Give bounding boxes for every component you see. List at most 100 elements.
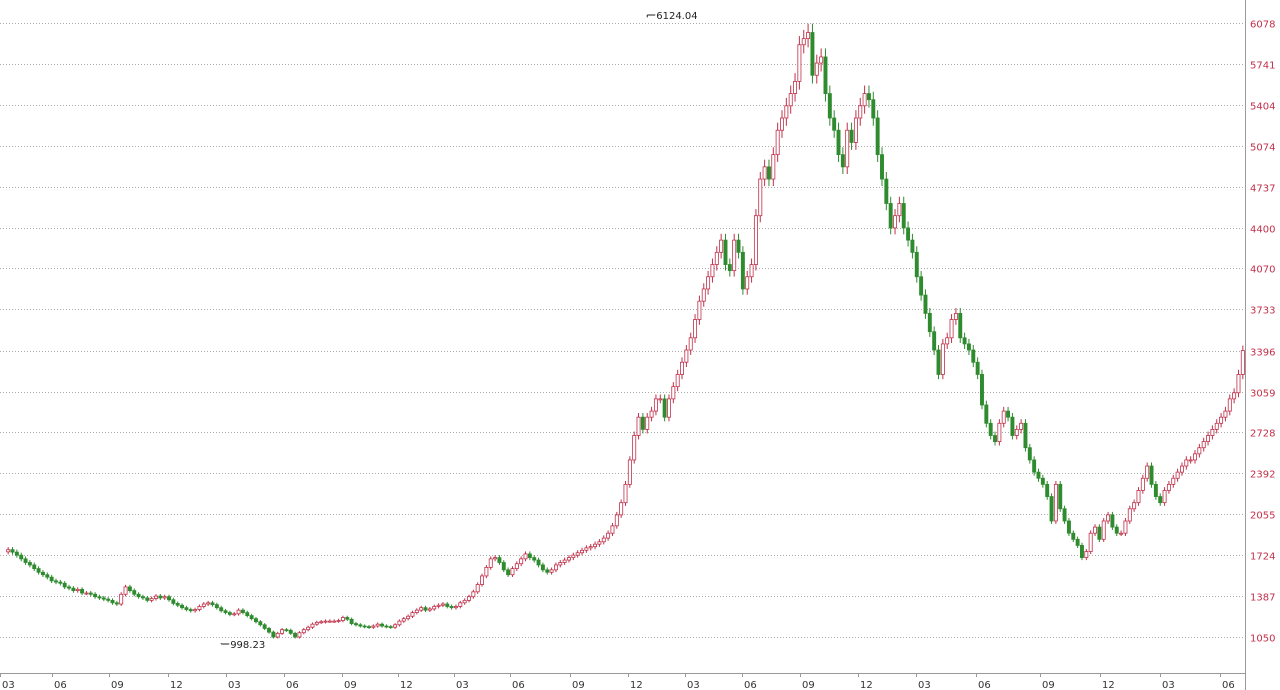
candle-up	[649, 410, 654, 418]
candle-down	[910, 239, 915, 253]
candle-down	[1045, 483, 1050, 497]
x-tick-label: 06	[1222, 680, 1235, 690]
candle-up	[1197, 447, 1202, 455]
candle-down	[93, 593, 98, 598]
candle-down	[1032, 459, 1037, 473]
candle-down	[975, 361, 980, 375]
candle-up	[997, 422, 1002, 443]
candle-down	[132, 590, 137, 595]
candle-up	[514, 563, 519, 570]
candles	[6, 23, 1245, 639]
candle-down	[423, 607, 428, 611]
candle-down	[227, 612, 232, 615]
candle-up	[523, 553, 528, 560]
candle-down	[832, 117, 837, 131]
candle-down	[849, 129, 854, 143]
candle-up	[680, 361, 684, 375]
candle-up	[636, 416, 641, 436]
candle-down	[901, 203, 906, 229]
candle-up	[1093, 526, 1097, 534]
candle-up	[710, 264, 715, 278]
y-tick-label: 4737	[1250, 184, 1275, 195]
candle-down	[1158, 496, 1163, 504]
candle-up	[753, 215, 758, 265]
candle-down	[958, 312, 963, 339]
candle-up	[862, 93, 867, 107]
candle-up	[1232, 392, 1237, 400]
candle-up	[749, 264, 754, 278]
candle-down	[127, 586, 132, 591]
candle-up	[1175, 471, 1180, 479]
candle-down	[980, 374, 984, 406]
candle-up	[858, 105, 863, 119]
candle-up	[1188, 459, 1193, 462]
candle-up	[1210, 429, 1215, 436]
candle-down	[353, 623, 358, 626]
candle-up	[1145, 465, 1150, 479]
candle-down	[167, 596, 171, 601]
candle-down	[249, 615, 254, 620]
candle-down	[527, 553, 532, 559]
candle-up	[510, 568, 515, 576]
candle-up	[780, 117, 784, 131]
candle-down	[284, 629, 289, 632]
candle-up	[332, 620, 337, 623]
candle-down	[271, 631, 276, 638]
x-tick-label: 09	[344, 680, 357, 690]
x-tick-label: 12	[170, 680, 183, 690]
candle-down	[936, 349, 941, 375]
candle-down	[497, 557, 502, 563]
candle-down	[362, 625, 367, 628]
candle-down	[640, 416, 645, 430]
candle-down	[288, 629, 293, 634]
candle-up	[706, 276, 711, 290]
candle-up	[793, 80, 798, 94]
y-tick-label: 5074	[1250, 143, 1275, 154]
candle-down	[62, 582, 67, 588]
candle-up	[1084, 551, 1089, 559]
candle-up	[1219, 416, 1224, 424]
candle-up	[432, 606, 437, 610]
candle-down	[866, 93, 871, 101]
candle-down	[345, 617, 350, 620]
candle-up	[675, 374, 680, 388]
candle-up	[1201, 441, 1206, 449]
candle-down	[36, 568, 41, 573]
candle-up	[419, 607, 424, 611]
candle-up	[458, 602, 463, 607]
x-tick-label: 06	[54, 680, 67, 690]
candle-down	[1036, 471, 1041, 479]
candle-up	[1101, 520, 1106, 540]
candle-down	[827, 93, 832, 119]
candle-down	[293, 632, 298, 638]
candle-up	[627, 459, 632, 485]
candle-up	[1127, 508, 1132, 522]
candle-up	[1019, 422, 1024, 430]
candle-up	[1206, 435, 1211, 443]
grid-lines	[0, 23, 1245, 638]
candle-up	[893, 215, 898, 229]
candle-up	[697, 300, 702, 320]
y-tick-label: 1050	[1250, 634, 1275, 645]
candle-down	[727, 264, 732, 272]
annotation-label: 6124.04	[656, 11, 697, 22]
candle-down	[962, 337, 967, 345]
candle-up	[401, 618, 406, 622]
candle-up	[336, 620, 341, 622]
x-tick-label: 06	[512, 680, 525, 690]
candle-up	[1184, 459, 1189, 467]
candle-down	[536, 559, 541, 566]
candle-up	[162, 596, 167, 599]
candle-down	[506, 569, 511, 576]
candle-down	[1058, 483, 1063, 510]
candle-down	[384, 625, 389, 628]
candle-down	[58, 581, 63, 584]
candle-up	[562, 559, 567, 563]
candle-up	[1140, 477, 1145, 491]
candle-down	[501, 562, 506, 571]
candle-down	[736, 239, 741, 253]
candle-up	[714, 251, 719, 265]
candle-up	[575, 552, 580, 556]
candle-up	[671, 386, 676, 400]
candle-down	[97, 596, 102, 599]
